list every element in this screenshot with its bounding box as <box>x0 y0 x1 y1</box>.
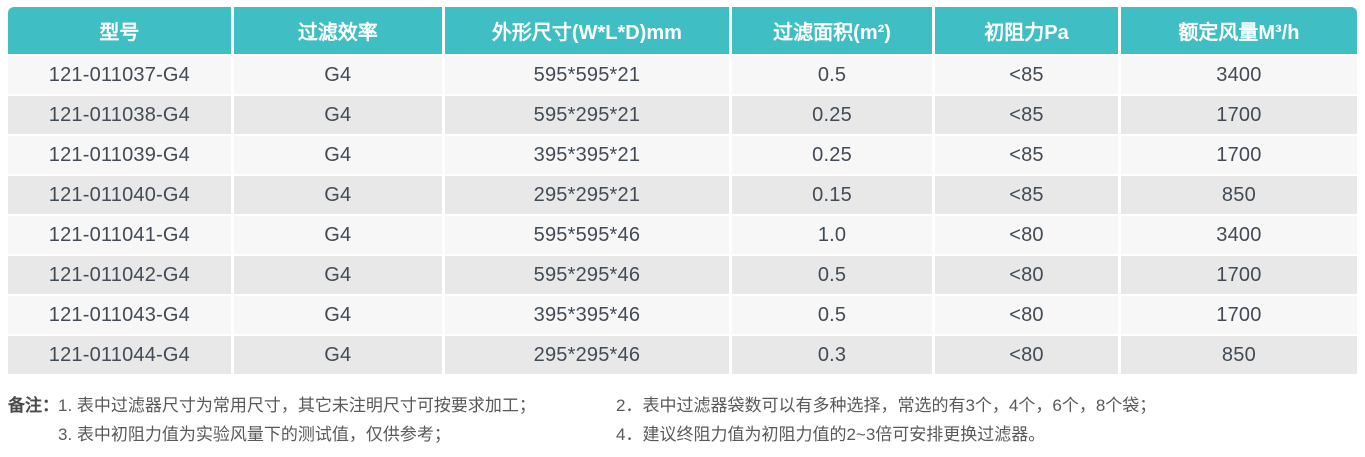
table-cell-resistance: <85 <box>935 176 1118 214</box>
footnote-4: 4．建议终阻力值为初阻力值的2~3倍可安排更换过滤器。 <box>616 425 1046 444</box>
footnotes-label: 备注： <box>8 396 59 415</box>
footnote-3: 3. 表中初阻力值为实验风量下的测试值，仅供参考； <box>58 425 451 444</box>
header-row: 型号 过滤效率 外形尺寸(W*L*D)mm 过滤面积(m²) 初阻力Pa 额定风… <box>8 7 1357 54</box>
table-cell-dimensions: 595*295*46 <box>444 256 729 294</box>
table-cell-airflow: 1700 <box>1120 296 1357 334</box>
table-row: 121-011043-G4 G4 395*395*46 0.5 <80 1700 <box>8 296 1357 334</box>
table-cell-dimensions: 295*295*21 <box>444 176 729 214</box>
table-cell-airflow: 850 <box>1120 176 1357 214</box>
table-row: 121-011044-G4 G4 295*295*46 0.3 <80 850 <box>8 336 1357 374</box>
table-cell-efficiency: G4 <box>233 336 442 374</box>
table-cell-dimensions: 595*595*21 <box>444 56 729 94</box>
table-cell-airflow: 850 <box>1120 336 1357 374</box>
table-cell-dimensions: 595*595*46 <box>444 216 729 254</box>
column-header-model: 型号 <box>8 7 231 54</box>
table-cell-efficiency: G4 <box>233 176 442 214</box>
column-header-filter-area: 过滤面积(m²) <box>732 7 933 54</box>
column-header-airflow: 额定风量M³/h <box>1120 7 1357 54</box>
table-row: 121-011037-G4 G4 595*595*21 0.5 <85 3400 <box>8 56 1357 94</box>
table-cell-filter-area: 0.25 <box>732 96 933 134</box>
table-cell-efficiency: G4 <box>233 136 442 174</box>
table-cell-model: 121-011037-G4 <box>8 56 231 94</box>
table-cell-dimensions: 395*395*21 <box>444 136 729 174</box>
table-cell-model: 121-011038-G4 <box>8 96 231 134</box>
table-row: 121-011038-G4 G4 595*295*21 0.25 <85 170… <box>8 96 1357 134</box>
table-cell-resistance: <80 <box>935 296 1118 334</box>
table-cell-resistance: <85 <box>935 136 1118 174</box>
column-header-efficiency: 过滤效率 <box>233 7 442 54</box>
footnotes-left-column: 1. 表中过滤器尺寸为常用尺寸，其它未注明尺寸可按要求加工； 3. 表中初阻力值… <box>58 391 616 449</box>
table-cell-resistance: <85 <box>935 96 1118 134</box>
table-row: 121-011039-G4 G4 395*395*21 0.25 <85 170… <box>8 136 1357 174</box>
table-cell-airflow: 3400 <box>1120 216 1357 254</box>
table-cell-efficiency: G4 <box>233 256 442 294</box>
footnotes-right-column: 2．表中过滤器袋数可以有多种选择，常选的有3个，4个，6个，8个袋； 4．建议终… <box>616 391 1360 449</box>
table-cell-filter-area: 0.5 <box>732 296 933 334</box>
column-header-resistance: 初阻力Pa <box>935 7 1118 54</box>
table-cell-airflow: 1700 <box>1120 136 1357 174</box>
table-cell-dimensions: 595*295*21 <box>444 96 729 134</box>
table-cell-filter-area: 0.15 <box>732 176 933 214</box>
column-header-dimensions: 外形尺寸(W*L*D)mm <box>444 7 729 54</box>
filter-spec-table: 型号 过滤效率 外形尺寸(W*L*D)mm 过滤面积(m²) 初阻力Pa 额定风… <box>5 5 1360 376</box>
table-cell-efficiency: G4 <box>233 96 442 134</box>
table-header: 型号 过滤效率 外形尺寸(W*L*D)mm 过滤面积(m²) 初阻力Pa 额定风… <box>8 7 1357 54</box>
table-cell-filter-area: 0.5 <box>732 256 933 294</box>
table-cell-resistance: <80 <box>935 336 1118 374</box>
table-cell-filter-area: 1.0 <box>732 216 933 254</box>
table-row: 121-011041-G4 G4 595*595*46 1.0 <80 3400 <box>8 216 1357 254</box>
table-cell-filter-area: 0.5 <box>732 56 933 94</box>
table-body: 121-011037-G4 G4 595*595*21 0.5 <85 3400… <box>8 56 1357 374</box>
table-cell-resistance: <80 <box>935 216 1118 254</box>
table-cell-airflow: 1700 <box>1120 256 1357 294</box>
table-cell-model: 121-011042-G4 <box>8 256 231 294</box>
table-cell-model: 121-011039-G4 <box>8 136 231 174</box>
table-cell-model: 121-011040-G4 <box>8 176 231 214</box>
footnotes: 备注： 1. 表中过滤器尺寸为常用尺寸，其它未注明尺寸可按要求加工； 3. 表中… <box>5 391 1360 449</box>
table-cell-dimensions: 295*295*46 <box>444 336 729 374</box>
table-cell-filter-area: 0.3 <box>732 336 933 374</box>
table-cell-dimensions: 395*395*46 <box>444 296 729 334</box>
table-cell-efficiency: G4 <box>233 56 442 94</box>
table-cell-model: 121-011041-G4 <box>8 216 231 254</box>
footnote-2: 2．表中过滤器袋数可以有多种选择，常选的有3个，4个，6个，8个袋； <box>616 396 1157 415</box>
table-cell-resistance: <80 <box>935 256 1118 294</box>
table-cell-filter-area: 0.25 <box>732 136 933 174</box>
table-cell-efficiency: G4 <box>233 296 442 334</box>
table-cell-model: 121-011043-G4 <box>8 296 231 334</box>
table-cell-airflow: 1700 <box>1120 96 1357 134</box>
table-row: 121-011040-G4 G4 295*295*21 0.15 <85 850 <box>8 176 1357 214</box>
table-cell-efficiency: G4 <box>233 216 442 254</box>
table-row: 121-011042-G4 G4 595*295*46 0.5 <80 1700 <box>8 256 1357 294</box>
footnote-1: 1. 表中过滤器尺寸为常用尺寸，其它未注明尺寸可按要求加工； <box>58 396 536 415</box>
table-cell-airflow: 3400 <box>1120 56 1357 94</box>
table-cell-model: 121-011044-G4 <box>8 336 231 374</box>
table-cell-resistance: <85 <box>935 56 1118 94</box>
